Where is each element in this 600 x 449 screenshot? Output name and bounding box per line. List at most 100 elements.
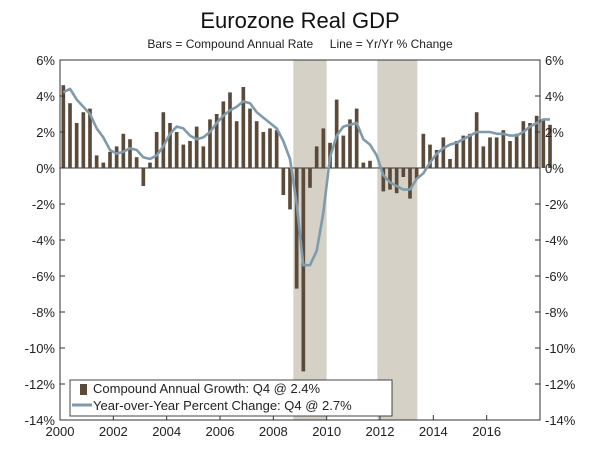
- y-tick-label-right: 4%: [545, 89, 564, 104]
- bar: [261, 132, 266, 168]
- bar: [181, 144, 186, 168]
- y-tick-label-left: -10%: [25, 341, 56, 356]
- y-tick-label-right: 0%: [545, 161, 564, 176]
- y-tick-label-right: -10%: [545, 341, 576, 356]
- bar: [101, 162, 106, 168]
- bar: [248, 108, 252, 168]
- bar: [308, 168, 312, 188]
- bar: [68, 103, 72, 168]
- bar: [434, 150, 439, 168]
- bar-series: [61, 85, 552, 372]
- bar: [228, 92, 232, 168]
- bar: [268, 128, 272, 168]
- line-series: [62, 87, 550, 267]
- bar: [254, 121, 259, 168]
- y-tick-label-left: -6%: [32, 269, 56, 284]
- x-axis: 2000 2002 2004 2006 2008 2010 2012 2014 2016: [46, 415, 501, 439]
- x-tick-label: 2014: [419, 424, 448, 439]
- y-tick-label-left: 6%: [36, 53, 55, 68]
- bar: [201, 146, 206, 168]
- bar: [401, 168, 406, 177]
- y-tick-label-left: 0%: [36, 161, 55, 176]
- y-tick-label-left: -2%: [32, 197, 56, 212]
- bar: [354, 108, 359, 168]
- y-tick-label-left: -4%: [32, 233, 56, 248]
- bar: [394, 168, 399, 194]
- bar: [341, 135, 346, 168]
- x-tick-label: 2016: [472, 424, 501, 439]
- bar: [221, 101, 226, 168]
- y-tick-label-left: 4%: [36, 89, 55, 104]
- y-tick-label-right: -14%: [545, 413, 576, 428]
- bar: [528, 123, 532, 168]
- bar: [408, 168, 412, 199]
- bar: [194, 126, 199, 168]
- bar: [368, 160, 372, 168]
- bar: [234, 121, 239, 168]
- x-tick-label: 2008: [259, 424, 288, 439]
- y-tick-label-right: 6%: [545, 53, 564, 68]
- x-tick-label: 2010: [312, 424, 341, 439]
- bar: [381, 168, 386, 192]
- bar: [188, 141, 192, 168]
- bar: [81, 112, 86, 168]
- bar: [288, 168, 292, 210]
- bar: [141, 168, 146, 186]
- y-tick-label-right: -8%: [545, 305, 569, 320]
- bar: [521, 121, 526, 168]
- legend-bar-swatch: [80, 384, 87, 395]
- bar: [481, 146, 486, 168]
- legend-bar-label: Compound Annual Growth: Q4 @ 2.4%: [93, 381, 321, 396]
- bar: [454, 141, 459, 168]
- bar: [154, 132, 159, 168]
- chart-title: Eurozone Real GDP: [200, 8, 399, 33]
- x-tick-label: 2000: [46, 424, 75, 439]
- bar: [388, 168, 392, 190]
- y-tick-label-left: 2%: [36, 125, 55, 140]
- y-tick-label-right: 2%: [545, 125, 564, 140]
- bar: [448, 159, 452, 168]
- bar: [461, 135, 466, 168]
- bar: [108, 151, 112, 168]
- bar: [348, 119, 352, 168]
- bar: [88, 108, 92, 168]
- bar: [474, 112, 479, 168]
- bar: [241, 87, 246, 168]
- y-tick-label-right: -2%: [545, 197, 569, 212]
- recession-band-2: [377, 60, 418, 420]
- bar: [314, 146, 319, 168]
- bar: [428, 144, 432, 168]
- bar: [148, 162, 152, 168]
- y-tick-label-right: -4%: [545, 233, 569, 248]
- bar: [534, 115, 539, 168]
- chart-subtitle: Bars = Compound Annual Rate Line = Yr/Yr…: [147, 37, 453, 51]
- bar: [94, 155, 99, 168]
- bar: [514, 133, 519, 168]
- bar: [168, 123, 172, 168]
- legend-line-label: Year-over-Year Percent Change: Q4 @ 2.7%: [93, 398, 352, 413]
- bar: [541, 119, 546, 168]
- bar: [508, 141, 512, 168]
- y-tick-label-left: -14%: [25, 413, 56, 428]
- x-tick-label: 2002: [99, 424, 128, 439]
- bar: [374, 168, 379, 169]
- x-tick-label: 2006: [206, 424, 235, 439]
- bar: [361, 162, 366, 168]
- y-tick-label-right: -6%: [545, 269, 569, 284]
- bar: [274, 130, 279, 168]
- bar: [488, 137, 492, 168]
- y-axis-left: 6% 4% 2% 0% -2% -4% -6% -8% -10% -12% -14%: [25, 53, 65, 428]
- bar: [301, 168, 306, 372]
- bar: [468, 133, 472, 168]
- y-axis-right: 6% 4% 2% 0% -2% -4% -6% -8% -10% -12% -14%: [535, 53, 576, 428]
- bar: [174, 132, 179, 168]
- bar: [134, 157, 139, 168]
- yoy-line: [62, 87, 550, 267]
- bar: [214, 114, 219, 168]
- y-tick-label-left: -8%: [32, 305, 56, 320]
- bar: [114, 146, 119, 168]
- bar: [501, 130, 506, 168]
- bar: [421, 133, 426, 168]
- bar: [548, 124, 552, 168]
